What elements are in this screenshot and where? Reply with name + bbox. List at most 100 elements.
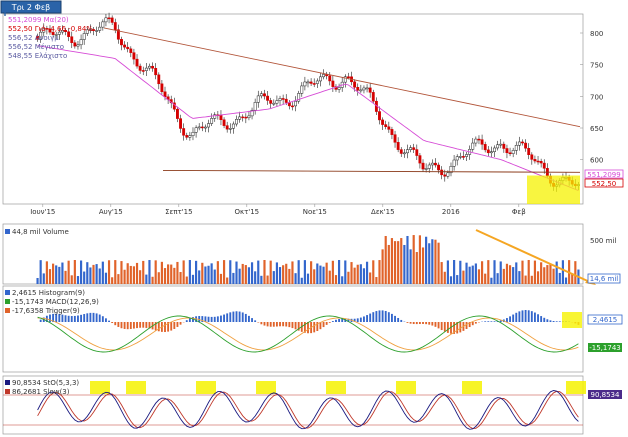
volume-bar [48, 269, 52, 284]
candle-body [343, 76, 347, 83]
x-tick-label: Αυγ'15 [99, 208, 123, 216]
volume-bar [334, 275, 338, 284]
candle-body [39, 31, 43, 40]
candle-body [148, 65, 151, 69]
candle-body [57, 31, 61, 35]
volume-bar [474, 263, 477, 284]
x-tick-label: Νοε'15 [303, 208, 327, 216]
volume-bar [226, 277, 229, 284]
candle-body [188, 135, 192, 138]
candle-body [477, 138, 481, 141]
volume-bar [331, 260, 334, 284]
volume-bar [95, 264, 98, 284]
candle-body [250, 109, 254, 117]
volume-bar [207, 265, 210, 284]
volume-bar [524, 275, 527, 284]
histogram-bar [61, 314, 64, 322]
histogram-bar [406, 322, 409, 323]
candle-body [207, 123, 210, 128]
ma20-line [37, 45, 579, 192]
volume-bar [257, 260, 260, 284]
candle-body [101, 21, 105, 28]
candle-body [402, 152, 406, 155]
sto-line [37, 390, 579, 430]
histogram-bar [254, 320, 257, 322]
volume-bar [148, 260, 151, 284]
candle-body [182, 128, 186, 136]
candle-body [443, 174, 447, 177]
volume-bar [139, 270, 142, 284]
volume-bar [288, 268, 291, 284]
volume-bar [191, 274, 195, 284]
volume-bar [39, 260, 42, 284]
volume-bar [465, 262, 468, 284]
volume-bar [456, 275, 459, 284]
candle-body [465, 154, 468, 157]
volume-bar [275, 262, 279, 284]
histogram-bar [132, 322, 135, 329]
title-tab[interactable]: Τρι 2 Φεβ [0, 0, 62, 14]
candle-body [194, 127, 198, 133]
candle-body [179, 118, 182, 129]
volume-bar [440, 262, 443, 284]
volume-bar [229, 260, 232, 284]
volume-bar [431, 239, 434, 284]
histogram-bar [279, 322, 281, 327]
candle-body [353, 81, 357, 88]
candle-body [387, 126, 391, 130]
candle-body [281, 98, 285, 100]
sto-peak-highlight [256, 381, 276, 394]
volume-bar [325, 262, 328, 284]
candle-body [275, 100, 279, 104]
price-y-axis: 800 750 700 650 600 [580, 30, 603, 165]
histogram-bar [204, 316, 207, 322]
volume-bar [154, 260, 157, 284]
volume-bar [477, 269, 481, 284]
histogram-bar [83, 314, 86, 322]
candle-body [415, 149, 419, 156]
volume-bar [527, 260, 530, 284]
histogram-bar [188, 318, 191, 322]
volume-bar [515, 262, 518, 284]
histogram-bar [285, 322, 288, 327]
sto-badge: 90,8534 [591, 391, 620, 399]
histogram-bar [512, 314, 515, 322]
candle-body [107, 17, 111, 20]
sto-peak-highlight [566, 381, 586, 394]
volume-bar [381, 249, 384, 284]
volume-y-tick: 500 mil [590, 237, 616, 245]
histogram-bar [307, 322, 309, 334]
histogram-bar [325, 322, 328, 325]
candle-body [154, 67, 158, 76]
ma-badge: 551,2099 [587, 171, 620, 179]
candle-body [219, 114, 223, 121]
volume-bar [543, 267, 546, 284]
candle-body [113, 22, 117, 30]
histogram-bar [105, 318, 107, 322]
histogram-bar [356, 318, 359, 322]
candle-body [493, 147, 496, 152]
volume-bar [176, 261, 179, 284]
volume-bar [70, 275, 73, 284]
volume-bar [222, 260, 226, 284]
close-badge: 552,50 [592, 180, 617, 188]
candle-body [123, 44, 127, 48]
volume-bar [61, 262, 64, 284]
volume-bar [101, 261, 104, 284]
volume-bar [232, 272, 235, 284]
candle-body [371, 92, 375, 102]
histogram-bar [136, 322, 138, 329]
histogram-bar [499, 320, 502, 322]
candle-body [210, 118, 214, 124]
candle-body [486, 149, 490, 154]
volume-bar [198, 270, 201, 284]
volume-bar [496, 273, 499, 284]
volume-bar [126, 263, 129, 284]
histogram-bar [77, 315, 79, 322]
candle-body [36, 35, 39, 40]
candle-body [496, 144, 500, 149]
histogram-bar [493, 321, 496, 322]
volume-bar [157, 272, 160, 284]
histogram-bar [319, 322, 322, 330]
volume-bar [502, 268, 505, 284]
